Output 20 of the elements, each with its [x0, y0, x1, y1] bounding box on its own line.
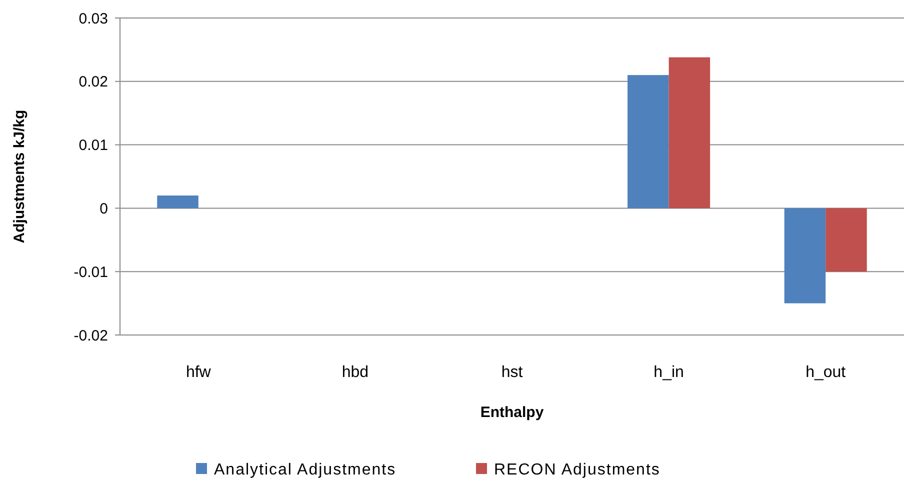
x-axis-title: Enthalpy	[480, 404, 544, 421]
bar	[628, 75, 669, 208]
y-tick-label: -0.01	[74, 264, 108, 281]
legend-label: Analytical Adjustments	[214, 462, 396, 479]
x-tick-label: hst	[501, 364, 524, 381]
x-tick-label: h_out	[806, 364, 846, 381]
legend-label: RECON Adjustments	[494, 462, 660, 479]
x-tick-label: h_in	[654, 364, 684, 381]
x-tick-label: hfw	[186, 364, 212, 381]
bar	[157, 196, 198, 208]
y-tick-label: 0.03	[78, 10, 108, 28]
bar	[668, 57, 710, 208]
y-tick-label: 0	[100, 200, 108, 218]
bar	[784, 208, 826, 304]
y-tick-label: 0.01	[78, 137, 108, 154]
x-tick-label: hbd	[342, 364, 369, 381]
bar	[826, 208, 867, 272]
y-axis-title: Adjustments kJ/kg	[11, 110, 28, 244]
y-tick-label: 0.02	[78, 74, 108, 91]
y-tick-label: -0.02	[74, 327, 108, 344]
